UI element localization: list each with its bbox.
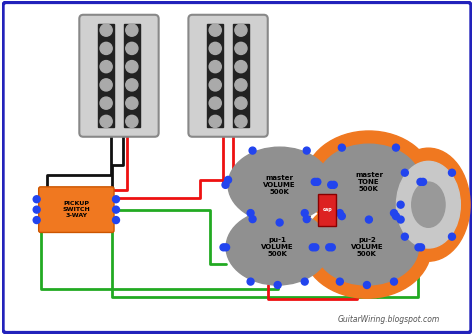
Bar	[319, 194, 336, 225]
Circle shape	[209, 42, 221, 55]
Circle shape	[311, 179, 318, 185]
Circle shape	[209, 61, 221, 73]
Circle shape	[209, 79, 221, 91]
Circle shape	[33, 217, 40, 223]
Text: master
TONE
500K: master TONE 500K	[355, 172, 383, 192]
Circle shape	[276, 219, 283, 226]
Text: PICKUP
SWITCH
3-WAY: PICKUP SWITCH 3-WAY	[63, 201, 90, 218]
Circle shape	[391, 210, 398, 216]
Circle shape	[235, 42, 247, 55]
Circle shape	[338, 213, 345, 220]
Ellipse shape	[317, 144, 420, 219]
Circle shape	[126, 42, 138, 55]
Circle shape	[301, 278, 308, 285]
Circle shape	[235, 115, 247, 127]
Circle shape	[235, 24, 247, 36]
Text: cap: cap	[322, 207, 332, 212]
Ellipse shape	[228, 147, 331, 222]
Circle shape	[448, 233, 456, 240]
Circle shape	[223, 244, 229, 251]
Ellipse shape	[304, 131, 433, 233]
Circle shape	[126, 24, 138, 36]
Circle shape	[249, 147, 256, 154]
Circle shape	[112, 217, 119, 223]
Circle shape	[100, 115, 112, 127]
Circle shape	[418, 244, 425, 251]
Circle shape	[338, 144, 345, 151]
Circle shape	[364, 281, 370, 288]
Ellipse shape	[387, 148, 470, 261]
Ellipse shape	[226, 210, 329, 285]
FancyBboxPatch shape	[79, 15, 159, 137]
Circle shape	[397, 216, 404, 223]
Circle shape	[33, 206, 40, 213]
Circle shape	[328, 181, 335, 188]
Circle shape	[235, 61, 247, 73]
Bar	[124, 24, 140, 127]
Circle shape	[247, 210, 254, 216]
Circle shape	[100, 79, 112, 91]
Circle shape	[247, 278, 254, 285]
Circle shape	[301, 210, 308, 216]
Circle shape	[209, 115, 221, 127]
Text: master
VOLUME
500K: master VOLUME 500K	[264, 175, 296, 195]
Circle shape	[397, 201, 404, 208]
FancyBboxPatch shape	[188, 15, 268, 137]
Circle shape	[235, 79, 247, 91]
Ellipse shape	[302, 196, 431, 298]
Text: pu-2
VOLUME
500K: pu-2 VOLUME 500K	[351, 237, 383, 257]
Circle shape	[209, 97, 221, 109]
Ellipse shape	[396, 161, 460, 248]
Ellipse shape	[412, 182, 445, 227]
Circle shape	[310, 244, 316, 251]
Circle shape	[225, 177, 231, 183]
Circle shape	[303, 216, 310, 222]
Circle shape	[312, 244, 319, 251]
Text: GuitarWiring.blogspot.com: GuitarWiring.blogspot.com	[337, 315, 440, 324]
Circle shape	[337, 278, 343, 285]
Circle shape	[112, 196, 119, 203]
Circle shape	[326, 244, 333, 251]
Circle shape	[401, 169, 408, 176]
Circle shape	[392, 144, 400, 151]
Circle shape	[391, 278, 398, 285]
Circle shape	[328, 244, 335, 251]
Circle shape	[100, 24, 112, 36]
Circle shape	[274, 281, 281, 288]
Text: pu-1
VOLUME
500K: pu-1 VOLUME 500K	[261, 237, 294, 257]
Circle shape	[330, 181, 337, 188]
Circle shape	[100, 42, 112, 55]
Circle shape	[392, 213, 400, 220]
Circle shape	[337, 210, 343, 216]
FancyBboxPatch shape	[39, 187, 114, 232]
Circle shape	[126, 79, 138, 91]
Bar	[98, 24, 114, 127]
Circle shape	[417, 179, 424, 185]
Circle shape	[33, 196, 40, 203]
Bar	[207, 24, 223, 127]
Circle shape	[220, 244, 227, 251]
Bar	[233, 24, 249, 127]
Circle shape	[112, 206, 119, 213]
Circle shape	[303, 147, 310, 154]
Circle shape	[249, 216, 256, 222]
Circle shape	[314, 179, 321, 185]
Circle shape	[126, 61, 138, 73]
Circle shape	[401, 233, 408, 240]
Circle shape	[419, 179, 427, 185]
Circle shape	[415, 244, 422, 251]
Ellipse shape	[315, 210, 419, 285]
Circle shape	[448, 169, 456, 176]
Circle shape	[235, 97, 247, 109]
Circle shape	[100, 61, 112, 73]
Circle shape	[126, 97, 138, 109]
Circle shape	[222, 181, 229, 188]
Circle shape	[100, 97, 112, 109]
Circle shape	[209, 24, 221, 36]
Circle shape	[126, 115, 138, 127]
FancyBboxPatch shape	[3, 2, 471, 333]
Circle shape	[365, 216, 373, 223]
